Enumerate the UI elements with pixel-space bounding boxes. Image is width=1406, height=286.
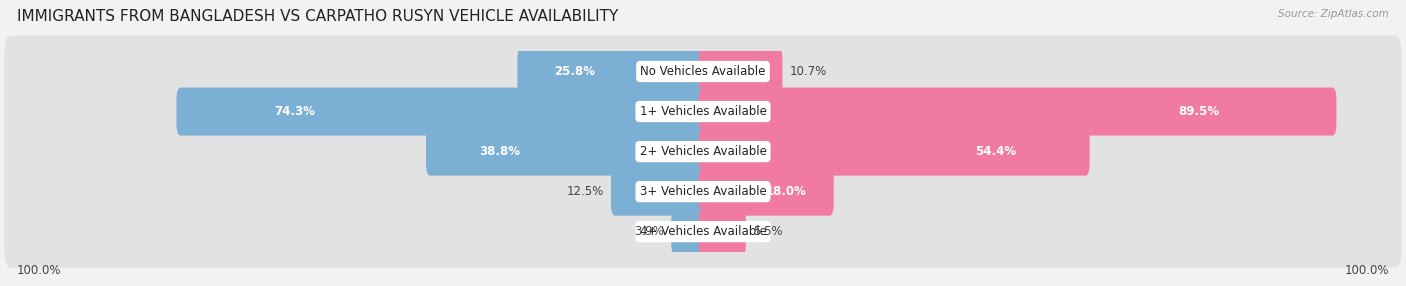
- FancyBboxPatch shape: [177, 88, 707, 136]
- Text: 18.0%: 18.0%: [766, 185, 807, 198]
- Text: 5.5%: 5.5%: [754, 225, 783, 238]
- FancyBboxPatch shape: [4, 35, 1402, 108]
- FancyBboxPatch shape: [612, 168, 707, 216]
- FancyBboxPatch shape: [4, 156, 1402, 228]
- FancyBboxPatch shape: [4, 196, 1402, 268]
- FancyBboxPatch shape: [699, 88, 1337, 136]
- Text: 4+ Vehicles Available: 4+ Vehicles Available: [640, 225, 766, 238]
- Text: IMMIGRANTS FROM BANGLADESH VS CARPATHO RUSYN VEHICLE AVAILABILITY: IMMIGRANTS FROM BANGLADESH VS CARPATHO R…: [17, 9, 619, 23]
- Text: 2+ Vehicles Available: 2+ Vehicles Available: [640, 145, 766, 158]
- FancyBboxPatch shape: [699, 168, 834, 216]
- Text: No Vehicles Available: No Vehicles Available: [640, 65, 766, 78]
- Text: 10.7%: 10.7%: [790, 65, 827, 78]
- Text: 38.8%: 38.8%: [479, 145, 520, 158]
- Text: 1+ Vehicles Available: 1+ Vehicles Available: [640, 105, 766, 118]
- FancyBboxPatch shape: [4, 116, 1402, 188]
- FancyBboxPatch shape: [699, 128, 1090, 176]
- Text: 100.0%: 100.0%: [1344, 264, 1389, 277]
- FancyBboxPatch shape: [699, 208, 747, 256]
- Text: Source: ZipAtlas.com: Source: ZipAtlas.com: [1278, 9, 1389, 19]
- Text: 54.4%: 54.4%: [976, 145, 1017, 158]
- Text: 25.8%: 25.8%: [554, 65, 595, 78]
- Text: 3.9%: 3.9%: [634, 225, 665, 238]
- FancyBboxPatch shape: [699, 47, 783, 96]
- Text: 74.3%: 74.3%: [274, 105, 315, 118]
- Text: 3+ Vehicles Available: 3+ Vehicles Available: [640, 185, 766, 198]
- Text: 12.5%: 12.5%: [567, 185, 605, 198]
- Text: 100.0%: 100.0%: [17, 264, 62, 277]
- Text: 89.5%: 89.5%: [1178, 105, 1219, 118]
- FancyBboxPatch shape: [517, 47, 707, 96]
- FancyBboxPatch shape: [426, 128, 707, 176]
- FancyBboxPatch shape: [4, 76, 1402, 148]
- FancyBboxPatch shape: [672, 208, 707, 256]
